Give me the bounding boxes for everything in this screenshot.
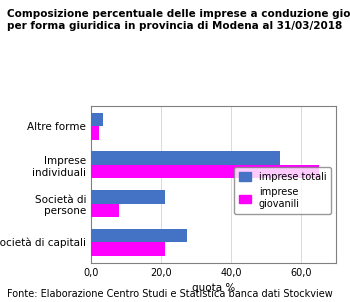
Bar	[91, 229, 187, 242]
Legend: imprese totali, imprese
giovanili: imprese totali, imprese giovanili	[234, 167, 331, 214]
Bar	[91, 113, 103, 126]
X-axis label: quota %: quota %	[192, 283, 235, 293]
Text: Composizione percentuale delle imprese a conduzione giovanile
per forma giuridic: Composizione percentuale delle imprese a…	[7, 9, 350, 31]
Bar	[91, 190, 164, 204]
Bar	[91, 165, 318, 178]
Text: Fonte: Elaborazione Centro Studi e Statistica banca dati Stockview: Fonte: Elaborazione Centro Studi e Stati…	[7, 289, 333, 299]
Bar	[91, 126, 99, 140]
Bar	[91, 204, 119, 217]
Bar	[91, 242, 164, 255]
Bar	[91, 151, 280, 165]
